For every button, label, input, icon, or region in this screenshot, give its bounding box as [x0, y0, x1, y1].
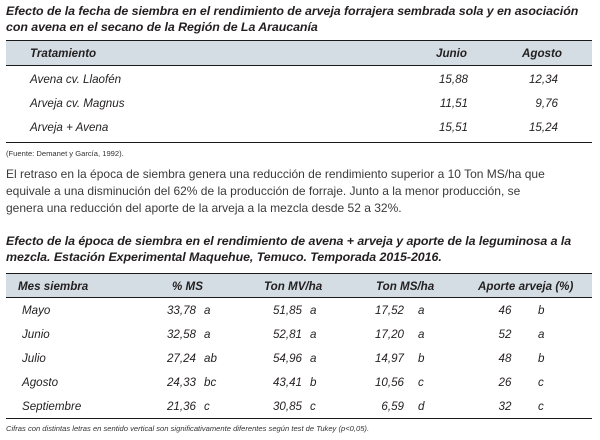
table2-mv-value: 54,96	[272, 352, 302, 365]
table2-bottom-rule	[6, 418, 592, 419]
table2-mes: Julio	[22, 352, 46, 365]
table2-ms-letter: a	[204, 328, 211, 341]
table2-header-mes: Mes siembra	[18, 280, 89, 293]
body-paragraph: El retraso en la época de siembra genera…	[6, 166, 594, 217]
table1-source: (Fuente: Demanet y García, 1992).	[6, 149, 124, 158]
table2-header-mv: Ton MV/ha	[264, 280, 323, 293]
table2-mv-letter: a	[310, 352, 317, 365]
table1-top-rule	[6, 40, 592, 41]
table1-header-band	[6, 41, 592, 65]
paragraph-line: genera una reducción del aporte de la ar…	[6, 201, 402, 215]
table2-footnote: Cifras con distintas letras en sentido v…	[6, 424, 370, 433]
table2-mv-letter: a	[310, 304, 317, 317]
table1-header-agosto: Agosto	[522, 47, 562, 60]
table1-agosto-value: 9,76	[535, 97, 558, 110]
table1-agosto-value: 15,24	[528, 121, 558, 134]
table2-ms-letter: ab	[204, 352, 217, 365]
paragraph-line: equivale a una disminución del 62% de la…	[6, 184, 521, 198]
table2-mes: Septiembre	[22, 400, 82, 413]
table2-header-tms: Ton MS/ha	[376, 280, 435, 293]
table2-tms-value: 17,52	[374, 304, 404, 317]
table2-mes: Junio	[22, 328, 50, 341]
table1-header-rule	[6, 65, 592, 66]
table1-treatment: Arveja + Avena	[30, 121, 109, 134]
table2-ms-letter: c	[204, 400, 210, 413]
table2-tms-letter: a	[418, 304, 425, 317]
table2-ms-value: 33,78	[166, 304, 196, 317]
table1-header-junio: Junio	[436, 47, 467, 60]
table1-title: Efecto de la fecha de siembra en el rend…	[6, 4, 579, 34]
table2-aporte-value: 52	[498, 328, 512, 341]
table2-mv-value: 51,85	[272, 304, 302, 317]
table2-aporte-letter: c	[538, 376, 544, 389]
table2-mes: Agosto	[22, 376, 59, 389]
table2-ms-letter: bc	[204, 376, 217, 389]
table2-ms-letter: a	[204, 304, 211, 317]
table2-tms-value: 17,20	[374, 328, 404, 341]
table2-top-rule	[6, 273, 592, 274]
table1-junio-value: 11,51	[439, 97, 468, 110]
table2-mv-letter: c	[310, 400, 316, 413]
table1-bottom-rule	[6, 142, 592, 143]
table1-treatment: Arveja cv. Magnus	[30, 97, 125, 110]
table2-mv-value: 43,41	[272, 376, 302, 389]
table2-tms-value: 14,97	[374, 352, 404, 365]
table2-mv-value: 30,85	[272, 400, 302, 413]
table2-aporte-value: 32	[498, 400, 512, 413]
table2-ms-value: 27,24	[166, 352, 196, 365]
table2-tms-value: 6,59	[381, 400, 404, 413]
table2-aporte-letter: b	[538, 304, 545, 317]
table2-aporte-letter: c	[538, 400, 544, 413]
table1-junio-value: 15,51	[438, 121, 468, 134]
table2-mv-value: 52,81	[272, 328, 302, 341]
table2-tms-value: 10,56	[374, 376, 404, 389]
table2-tms-letter: b	[418, 352, 425, 365]
table2-ms-value: 21,36	[166, 400, 196, 413]
table2-ms-value: 32,58	[166, 328, 196, 341]
table2-aporte-value: 46	[498, 304, 512, 317]
table2-header-band	[6, 274, 592, 297]
table1-header-tratamiento: Tratamiento	[30, 47, 97, 60]
table2-aporte-value: 26	[498, 376, 512, 389]
table1-treatment: Avena cv. Llaofén	[30, 73, 122, 86]
table2-tms-letter: d	[418, 400, 425, 413]
table2-mv-letter: a	[310, 328, 317, 341]
table2-aporte-value: 48	[498, 352, 512, 365]
paragraph-line: El retraso en la época de siembra genera…	[6, 167, 545, 181]
table1-junio-value: 15,88	[438, 73, 468, 86]
table2-header-aporte: Aporte arveja (%)	[478, 280, 574, 293]
table2-title: Efecto de la época de siembra en el rend…	[6, 234, 572, 264]
table2-aporte-letter: a	[538, 328, 545, 341]
table2-aporte-letter: b	[538, 352, 545, 365]
table2-tms-letter: c	[418, 376, 424, 389]
table2-ms-value: 24,33	[166, 376, 196, 389]
table2-mes: Mayo	[22, 304, 51, 317]
table2-tms-letter: a	[418, 328, 425, 341]
table2-header-rule	[6, 297, 592, 298]
table2-mv-letter: b	[310, 376, 317, 389]
table1-agosto-value: 12,34	[528, 73, 558, 86]
table2-header-ms: % MS	[172, 280, 203, 293]
